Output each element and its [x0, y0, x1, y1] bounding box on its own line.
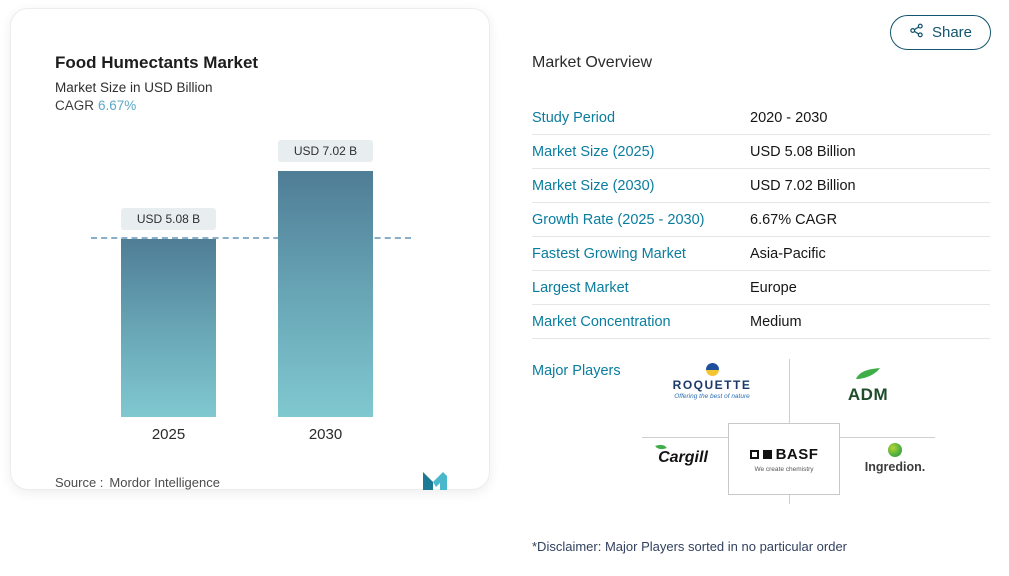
overview-table: Study Period 2020 - 2030 Market Size (20…: [532, 101, 990, 339]
row-value: USD 5.08 Billion: [750, 143, 856, 160]
roquette-emblem-icon: [705, 363, 719, 376]
bar-group-2030: USD 7.02 B: [278, 140, 373, 417]
basf-tagline: We create chemistry: [754, 465, 814, 473]
overview-title: Market Overview: [532, 54, 653, 71]
source-row: Source : Mordor Intelligence: [55, 469, 449, 496]
row-value: 2020 - 2030: [750, 109, 828, 126]
chart-subtitle: Market Size in USD Billion: [55, 80, 213, 95]
share-button-label: Share: [931, 24, 972, 41]
table-row: Market Concentration Medium: [532, 305, 990, 339]
roquette-logo: ROQUETTE Offering the best of nature: [666, 363, 758, 400]
chart-cagr: CAGR 6.67%: [55, 98, 449, 113]
row-value: Europe: [750, 279, 797, 296]
disclaimer-text: *Disclaimer: Major Players sorted in no …: [532, 539, 848, 554]
cagr-label: CAGR: [55, 98, 95, 113]
basf-square-fill-icon: [762, 449, 772, 459]
row-value: 6.67% CAGR: [750, 211, 838, 228]
major-players-label: Major Players: [532, 363, 621, 379]
bars-row: USD 5.08 B USD 7.02 B: [121, 140, 373, 417]
ingredion-logo: Ingredion.: [852, 443, 938, 474]
adm-logo: ADM: [837, 367, 899, 405]
table-row: Market Size (2025) USD 5.08 Billion: [532, 135, 990, 169]
adm-name: ADM: [847, 385, 889, 404]
basf-square-outline-icon: [749, 449, 759, 459]
ingredion-name: Ingredion.: [864, 460, 926, 474]
source-value: Mordor Intelligence: [109, 475, 220, 490]
x-axis-label-2025: 2025: [151, 426, 186, 443]
table-row: Fastest Growing Market Asia-Pacific: [532, 237, 990, 271]
bar-chart-plot-area: USD 5.08 B USD 7.02 B: [55, 119, 449, 417]
mordor-intelligence-logo-icon: [421, 469, 449, 496]
ingredion-globe-icon: [888, 443, 902, 457]
major-players-diagram: ROQUETTE Offering the best of nature ADM…: [640, 359, 940, 509]
source-label: Source :: [55, 475, 104, 490]
source-text: Source : Mordor Intelligence: [55, 475, 220, 490]
share-button[interactable]: Share: [889, 15, 991, 50]
adm-leaf-icon: [837, 367, 899, 385]
row-value: Asia-Pacific: [750, 245, 826, 262]
row-label: Growth Rate (2025 - 2030): [532, 211, 705, 228]
bar-group-2025: USD 5.08 B: [121, 208, 216, 417]
share-icon: [909, 23, 924, 42]
x-axis-label-2030: 2030: [308, 426, 343, 443]
x-axis: 2025 2030: [55, 426, 449, 443]
row-label: Study Period: [532, 109, 616, 126]
cagr-value: 6.67%: [98, 98, 137, 113]
table-row: Study Period 2020 - 2030: [532, 101, 990, 135]
major-players-section: Major Players ROQUETTE Offering the best…: [532, 359, 990, 509]
table-row: Growth Rate (2025 - 2030) 6.67% CAGR: [532, 203, 990, 237]
bar: [278, 171, 373, 417]
chart-title: Food Humectants Market: [55, 53, 259, 72]
cargill-name: Cargill: [658, 449, 708, 466]
row-value: Medium: [750, 313, 802, 330]
bar-value-label-2025: USD 5.08 B: [121, 208, 216, 230]
row-label: Fastest Growing Market: [532, 245, 686, 262]
basf-name: BASF: [775, 445, 819, 463]
basf-logo: BASF We create chemistry: [728, 423, 840, 495]
cargill-logo: Cargill: [642, 442, 724, 467]
roquette-name: ROQUETTE: [672, 378, 752, 392]
row-label: Market Size (2030): [532, 177, 655, 194]
dashed-reference-line: [91, 237, 411, 239]
market-chart-card: Food Humectants Market Market Size in US…: [10, 8, 490, 490]
bar-value-label-2030: USD 7.02 B: [278, 140, 373, 162]
bar: [121, 239, 216, 417]
row-label: Market Concentration: [532, 313, 671, 330]
table-row: Largest Market Europe: [532, 271, 990, 305]
row-label: Largest Market: [532, 279, 629, 296]
table-row: Market Size (2030) USD 7.02 Billion: [532, 169, 990, 203]
market-overview-panel: Market Overview Study Period 2020 - 2030…: [532, 0, 990, 554]
row-label: Market Size (2025): [532, 143, 655, 160]
roquette-tagline: Offering the best of nature: [674, 393, 750, 400]
row-value: USD 7.02 Billion: [750, 177, 856, 194]
